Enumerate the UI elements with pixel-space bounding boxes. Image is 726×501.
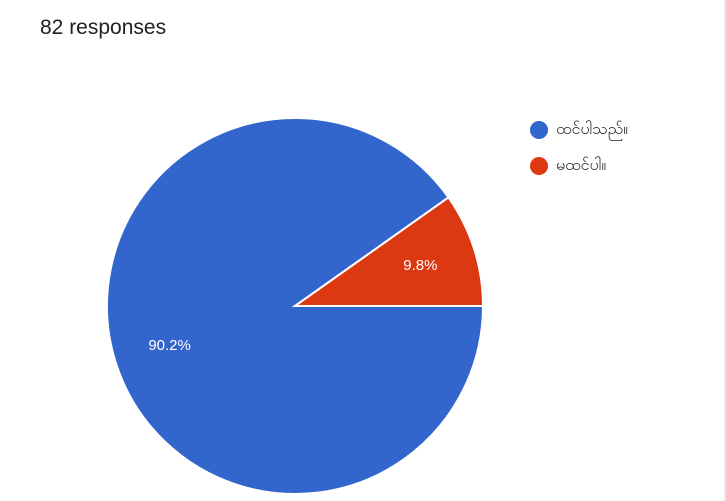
data-label-1: 9.8% bbox=[403, 257, 437, 274]
legend-dot-1 bbox=[530, 157, 548, 175]
legend-dot-0 bbox=[530, 121, 548, 139]
pie-slice-1[interactable] bbox=[291, 196, 485, 307]
legend-item-1[interactable]: မထင်ပါ။ bbox=[530, 154, 628, 178]
data-label-0: 90.2% bbox=[148, 337, 191, 354]
legend-label-0: ထင်ပါသည်။ bbox=[556, 119, 629, 138]
legend-label-1: မထင်ပါ။ bbox=[556, 155, 607, 174]
legend-item-0[interactable]: ထင်ပါသည်။ bbox=[530, 118, 628, 142]
divider bbox=[724, 0, 726, 501]
legend: ထင်ပါသည်။ မထင်ပါ။ bbox=[530, 118, 628, 178]
response-count: 82 responses bbox=[40, 16, 167, 39]
